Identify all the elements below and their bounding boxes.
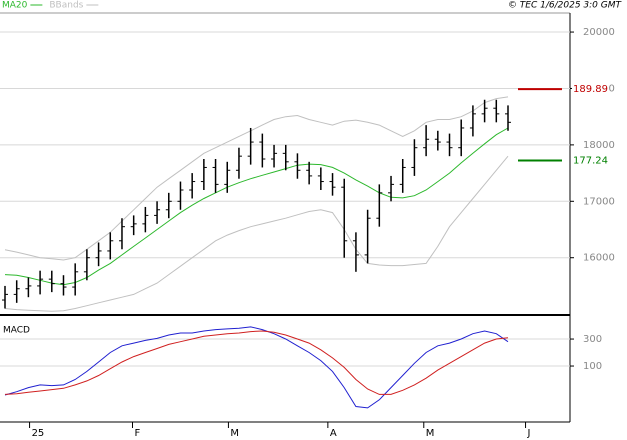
marker-label-bg bbox=[572, 82, 608, 97]
marker-label: 189.89 bbox=[573, 84, 608, 95]
y-tick-label: 17000 bbox=[583, 196, 615, 207]
marker-label-bg bbox=[572, 153, 608, 168]
marker-label: 177.24 bbox=[573, 155, 608, 166]
indicator-line bbox=[4, 330, 509, 395]
y-tick-label: 100 bbox=[583, 361, 602, 372]
y-tick-label: 20000 bbox=[583, 27, 615, 38]
y-tick-label: 18000 bbox=[583, 140, 615, 151]
y-tick-label: 300 bbox=[583, 334, 602, 345]
panel-title: MACD bbox=[3, 326, 30, 336]
legend-label: BBands bbox=[49, 1, 83, 11]
x-tick-label: A bbox=[330, 428, 337, 439]
indicator-line bbox=[4, 96, 509, 261]
x-tick-label: J bbox=[527, 428, 531, 439]
legend-label: MA20 bbox=[2, 1, 28, 11]
indicator-line bbox=[4, 326, 509, 409]
source: © TEC 1/6/2025 3:0 GMT bbox=[508, 1, 623, 11]
indicator-line bbox=[4, 155, 509, 312]
x-tick-label: 25 bbox=[32, 428, 45, 439]
x-tick-label: M bbox=[230, 428, 239, 439]
x-tick-label: M bbox=[426, 428, 435, 439]
indicator-line bbox=[4, 127, 509, 286]
y-tick-label: 16000 bbox=[583, 253, 615, 264]
x-tick-label: F bbox=[135, 428, 141, 439]
